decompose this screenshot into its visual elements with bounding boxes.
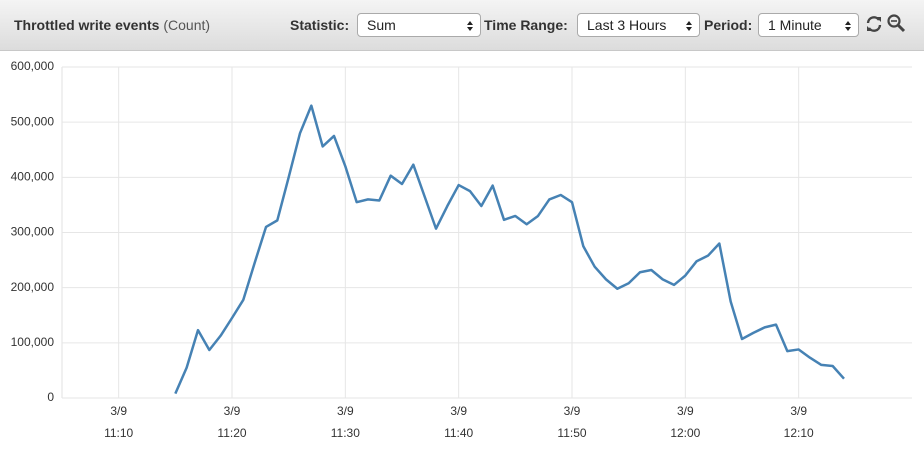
y-tick-label: 600,000 bbox=[11, 59, 55, 73]
units: (Count) bbox=[163, 17, 211, 33]
statistic-value: Sum bbox=[367, 17, 396, 33]
x-tick-line: 12:00 bbox=[670, 426, 700, 440]
x-tick-label: 3/9 11:40 bbox=[444, 404, 473, 440]
x-tick-line: 3/9 bbox=[224, 404, 241, 418]
x-tick-line: 12:10 bbox=[784, 426, 814, 440]
x-tick-line: 3/9 bbox=[337, 404, 354, 418]
x-tick-label: 3/9 11:10 bbox=[104, 404, 133, 440]
zoom-icon[interactable] bbox=[886, 13, 906, 33]
x-tick-line: 11:30 bbox=[331, 426, 360, 440]
x-tick-line: 11:20 bbox=[217, 426, 246, 440]
time-range-value: Last 3 Hours bbox=[587, 17, 667, 33]
y-tick-label: 0 bbox=[47, 390, 54, 404]
x-tick-line: 3/9 bbox=[564, 404, 581, 418]
time-range-select[interactable]: Last 3 Hours bbox=[577, 13, 700, 37]
select-arrows bbox=[467, 21, 473, 31]
select-arrows bbox=[845, 21, 851, 31]
x-tick-line: 3/9 bbox=[110, 404, 127, 418]
header: Throttled write events (Count) Statistic… bbox=[0, 0, 924, 51]
select-arrows bbox=[686, 21, 692, 31]
period-select[interactable]: 1 Minute bbox=[758, 13, 859, 37]
y-tick-label: 200,000 bbox=[11, 280, 55, 294]
y-tick-label: 300,000 bbox=[11, 225, 55, 239]
period-value: 1 Minute bbox=[768, 17, 822, 33]
time-range-label: Time Range: bbox=[484, 17, 568, 33]
statistic-label: Statistic: bbox=[290, 17, 350, 33]
x-tick-label: 3/9 11:20 bbox=[217, 404, 246, 440]
x-tick-line: 3/9 bbox=[450, 404, 467, 418]
y-tick-label: 400,000 bbox=[11, 170, 55, 184]
statistic-select[interactable]: Sum bbox=[357, 13, 481, 37]
x-tick-label: 3/9 11:50 bbox=[557, 404, 586, 440]
period-label: Period: bbox=[704, 17, 753, 33]
x-tick-line: 11:10 bbox=[104, 426, 133, 440]
refresh-icon[interactable] bbox=[864, 14, 884, 34]
chart-title: Throttled write events bbox=[14, 17, 160, 33]
y-tick-label: 100,000 bbox=[11, 335, 55, 349]
x-tick-label: 3/9 12:10 bbox=[784, 404, 814, 440]
x-tick-line: 11:50 bbox=[557, 426, 586, 440]
x-tick-line: 11:40 bbox=[444, 426, 473, 440]
y-tick-label: 500,000 bbox=[11, 114, 55, 128]
x-tick-line: 3/9 bbox=[677, 404, 694, 418]
x-tick-label: 3/9 12:00 bbox=[670, 404, 700, 440]
data-line bbox=[174, 104, 845, 395]
x-tick-label: 3/9 11:30 bbox=[331, 404, 360, 440]
x-tick-line: 3/9 bbox=[790, 404, 807, 418]
title-block: Throttled write events (Count) bbox=[14, 17, 210, 33]
